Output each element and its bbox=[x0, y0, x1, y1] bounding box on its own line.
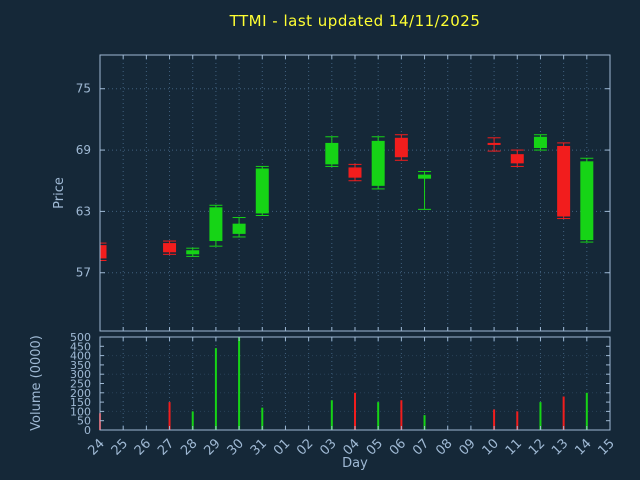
x-tick-label: 06 bbox=[387, 436, 409, 458]
x-tick-label: 30 bbox=[225, 436, 247, 458]
volume-tick-label: 450 bbox=[70, 340, 91, 353]
candle-body bbox=[232, 223, 246, 234]
x-tick-label: 24 bbox=[86, 436, 108, 458]
candle-body bbox=[255, 168, 269, 214]
x-tick-label: 05 bbox=[364, 436, 386, 458]
candle-down bbox=[100, 242, 107, 261]
x-tick-label: 07 bbox=[410, 436, 432, 458]
candle-body bbox=[394, 137, 408, 158]
candle-up bbox=[255, 165, 269, 216]
candle-up bbox=[325, 136, 339, 167]
x-tick-label: 01 bbox=[271, 436, 293, 458]
x-tick-label: 04 bbox=[341, 436, 363, 458]
candle-up bbox=[186, 247, 200, 257]
volume-tick-label: 350 bbox=[70, 359, 91, 372]
volume-tick-label: 300 bbox=[70, 368, 91, 381]
day-axis-label: Day bbox=[342, 456, 368, 471]
candle-down bbox=[510, 149, 524, 167]
x-tick-label: 03 bbox=[317, 436, 339, 458]
x-tick-label: 26 bbox=[132, 436, 154, 458]
volume-tick-label: 50 bbox=[77, 415, 91, 428]
volume-tick-label: 250 bbox=[70, 378, 91, 391]
volume-layer bbox=[99, 337, 588, 430]
x-tick-label: 09 bbox=[456, 436, 478, 458]
candle-body bbox=[510, 154, 524, 164]
candle-down bbox=[163, 240, 177, 255]
candle-down bbox=[394, 134, 408, 161]
candle-up bbox=[371, 136, 385, 190]
x-tick-label: 08 bbox=[433, 436, 455, 458]
candle-body bbox=[209, 207, 223, 242]
candle-body bbox=[557, 145, 571, 217]
x-tick-label: 27 bbox=[155, 436, 177, 458]
candle-down bbox=[487, 137, 501, 152]
x-tick-label: 10 bbox=[480, 436, 502, 458]
candles-layer bbox=[100, 134, 594, 261]
candle-body bbox=[418, 174, 432, 179]
price-tick-label: 75 bbox=[76, 82, 91, 96]
grid-lines bbox=[99, 55, 611, 430]
candle-body bbox=[186, 250, 200, 255]
candle-up bbox=[580, 157, 594, 243]
candle-body bbox=[100, 245, 107, 259]
x-tick-label: 13 bbox=[549, 436, 571, 458]
candle-body bbox=[580, 161, 594, 241]
tick-marks bbox=[99, 55, 611, 431]
price-tick-label: 69 bbox=[76, 143, 91, 157]
volume-tick-label: 400 bbox=[70, 350, 91, 363]
volume-tick-label: 200 bbox=[70, 387, 91, 400]
x-tick-label: 31 bbox=[248, 436, 270, 458]
volume-tick-label: 0 bbox=[84, 424, 91, 437]
price-tick-label: 63 bbox=[76, 204, 91, 218]
candle-down bbox=[348, 163, 362, 182]
candle-body bbox=[371, 140, 385, 186]
candle-up bbox=[418, 171, 432, 210]
x-tick-label: 15 bbox=[596, 436, 618, 458]
candle-body bbox=[325, 142, 339, 165]
candle-body bbox=[533, 136, 547, 149]
x-tick-label: 28 bbox=[178, 436, 200, 458]
candle-body bbox=[487, 142, 501, 145]
x-tick-label: 29 bbox=[201, 436, 223, 458]
price-tick-label: 57 bbox=[76, 266, 91, 280]
volume-tick-label: 150 bbox=[70, 396, 91, 409]
volume-tick-label: 500 bbox=[70, 331, 91, 344]
candle-up bbox=[232, 217, 246, 238]
volume-tick-label: 100 bbox=[70, 405, 91, 418]
candle-down bbox=[557, 142, 571, 220]
x-tick-label: 11 bbox=[503, 436, 525, 458]
x-tick-label: 25 bbox=[109, 436, 131, 458]
candle-up bbox=[533, 134, 547, 151]
x-tick-label: 12 bbox=[526, 436, 548, 458]
x-tick-label: 02 bbox=[294, 436, 316, 458]
candle-body bbox=[163, 243, 177, 253]
x-tick-label: 14 bbox=[572, 436, 594, 458]
price-panel-border bbox=[99, 54, 611, 332]
chart-title: TTMI - last updated 14/11/2025 bbox=[229, 12, 481, 30]
candle-body bbox=[348, 167, 362, 178]
candle-up bbox=[209, 204, 223, 247]
